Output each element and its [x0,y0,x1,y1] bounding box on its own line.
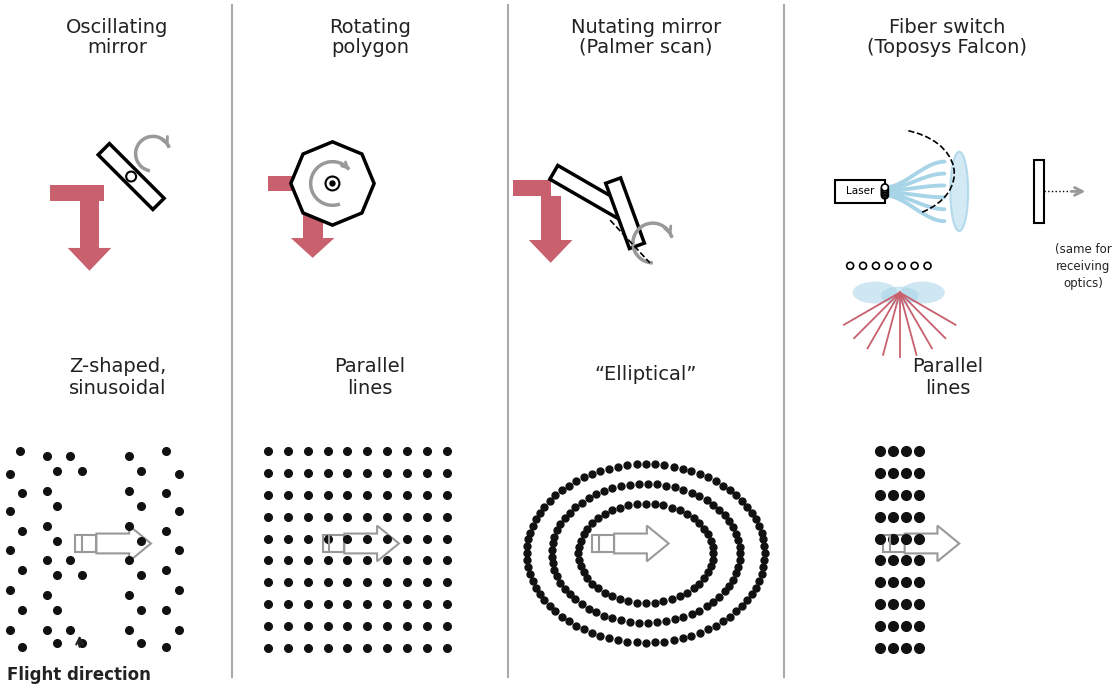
Ellipse shape [900,281,945,303]
Circle shape [325,177,340,191]
Text: sinusoidal: sinusoidal [68,379,166,398]
Bar [836,180,885,204]
Circle shape [881,187,888,194]
Circle shape [860,262,867,269]
Circle shape [881,189,888,195]
Polygon shape [290,142,374,225]
Polygon shape [528,240,573,263]
Circle shape [881,191,888,197]
Text: Fiber switch: Fiber switch [889,18,1005,37]
Polygon shape [98,144,164,209]
Circle shape [330,181,335,186]
Circle shape [881,192,888,199]
Bar [592,535,614,552]
Bar [541,196,561,240]
Text: polygon: polygon [331,38,409,56]
Circle shape [847,262,853,269]
Bar [323,535,344,552]
Text: Flight direction: Flight direction [7,667,151,685]
Ellipse shape [881,287,918,305]
Text: Parallel: Parallel [335,357,405,376]
Circle shape [924,262,930,269]
Text: “Elliptical”: “Elliptical” [594,365,697,384]
Circle shape [911,262,918,269]
Bar [268,175,313,191]
Polygon shape [290,238,334,258]
Polygon shape [550,165,631,222]
Text: (same for
receiving
optics): (same for receiving optics) [1054,243,1111,290]
Text: Nutating mirror: Nutating mirror [571,18,720,37]
Ellipse shape [951,152,968,231]
Text: (Palmer scan): (Palmer scan) [579,38,713,56]
Bar [75,535,96,552]
Text: (Toposys Falcon): (Toposys Falcon) [867,38,1028,56]
Bar [50,186,104,202]
Text: Rotating: Rotating [330,18,411,37]
Bar [79,202,99,248]
Text: Laser: Laser [846,186,875,196]
Text: lines: lines [347,379,393,398]
Polygon shape [614,526,669,561]
Circle shape [126,171,136,182]
Text: Oscillating: Oscillating [66,18,169,37]
Text: Parallel: Parallel [911,357,983,376]
Text: mirror: mirror [87,38,147,56]
Circle shape [886,262,892,269]
Bar [1033,160,1043,223]
Circle shape [898,262,905,269]
Bar [513,180,551,196]
Circle shape [881,184,888,191]
Bar [303,191,323,238]
Bar [882,535,905,552]
Polygon shape [344,526,399,561]
Text: lines: lines [925,379,970,398]
Ellipse shape [852,281,897,303]
Circle shape [881,186,888,193]
Polygon shape [68,248,112,271]
Polygon shape [605,178,645,248]
Polygon shape [96,526,151,561]
Circle shape [872,262,879,269]
Polygon shape [905,526,960,561]
Text: Z-shaped,: Z-shaped, [68,357,166,376]
